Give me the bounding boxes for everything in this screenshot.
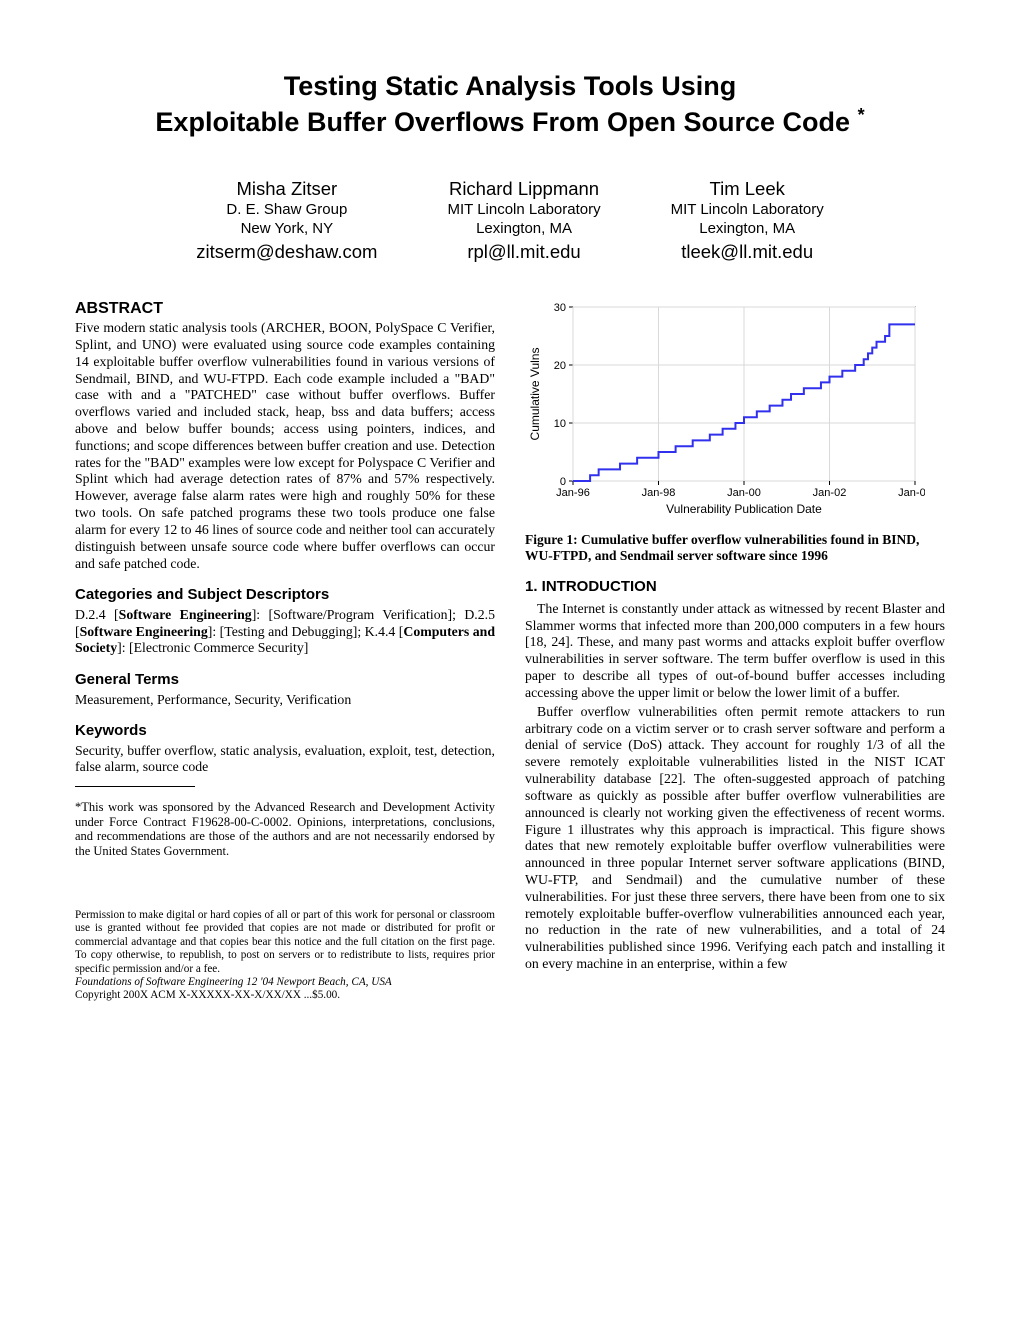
author-email: tleek@ll.mit.edu [671,241,824,263]
author-name: Misha Zitser [196,178,377,200]
copyright-block: Permission to make digital or hard copie… [75,909,495,1003]
title-line-1: Testing Static Analysis Tools Using [284,71,737,101]
author-affiliation: MIT Lincoln Laboratory [447,200,600,220]
author-affiliation: MIT Lincoln Laboratory [671,200,824,220]
author-block-2: Tim Leek MIT Lincoln Laboratory Lexingto… [671,178,824,263]
svg-text:Cumulative Vulns: Cumulative Vulns [528,347,542,440]
paper-title: Testing Static Analysis Tools Using Expl… [75,70,945,140]
footnote-text: *This work was sponsored by the Advanced… [75,800,495,859]
svg-text:Jan-98: Jan-98 [642,487,676,499]
general-terms-text: Measurement, Performance, Security, Veri… [75,692,495,709]
svg-text:Jan-96: Jan-96 [556,487,590,499]
figure-chart: 0102030Jan-96Jan-98Jan-00Jan-02Jan-04Cum… [525,299,925,524]
keywords-text: Security, buffer overflow, static analys… [75,743,495,777]
author-name: Tim Leek [671,178,824,200]
categories-heading: Categories and Subject Descriptors [75,586,495,604]
figure-caption: Figure 1: Cumulative buffer overflow vul… [525,532,945,565]
categories-text: D.2.4 [Software Engineering]: [Software/… [75,607,495,657]
svg-text:20: 20 [554,360,566,372]
title-line-2: Exploitable Buffer Overflows From Open S… [155,107,850,137]
intro-paragraph-1: The Internet is constantly under attack … [525,601,945,702]
title-asterisk: * [858,105,865,125]
author-location: New York, NY [196,219,377,239]
author-name: Richard Lippmann [447,178,600,200]
right-column: 0102030Jan-96Jan-98Jan-00Jan-02Jan-04Cum… [525,299,945,1003]
keywords-heading: Keywords [75,722,495,740]
author-block-1: Richard Lippmann MIT Lincoln Laboratory … [447,178,600,263]
author-affiliation: D. E. Shaw Group [196,200,377,220]
abstract-heading: ABSTRACT [75,299,495,319]
two-column-layout: ABSTRACT Five modern static analysis too… [75,299,945,1003]
footnote-rule [75,786,195,787]
intro-paragraph-2: Buffer overflow vulnerabilities often pe… [525,704,945,973]
general-terms-heading: General Terms [75,671,495,689]
copyright-venue: Foundations of Software Engineering 12 '… [75,976,495,989]
author-location: Lexington, MA [447,219,600,239]
svg-text:30: 30 [554,302,566,314]
figure-1: 0102030Jan-96Jan-98Jan-00Jan-02Jan-04Cum… [525,299,945,565]
copyright-line: Copyright 200X ACM X-XXXXX-XX-X/XX/XX ..… [75,989,495,1002]
author-email: zitserm@deshaw.com [196,241,377,263]
authors-row: Misha Zitser D. E. Shaw Group New York, … [75,178,945,263]
author-email: rpl@ll.mit.edu [447,241,600,263]
abstract-text: Five modern static analysis tools (ARCHE… [75,320,495,572]
author-location: Lexington, MA [671,219,824,239]
svg-text:Vulnerability Publication Date: Vulnerability Publication Date [666,502,822,516]
introduction-heading: 1. INTRODUCTION [525,578,945,596]
copyright-permission: Permission to make digital or hard copie… [75,909,495,976]
author-block-0: Misha Zitser D. E. Shaw Group New York, … [196,178,377,263]
svg-text:10: 10 [554,418,566,430]
svg-text:Jan-02: Jan-02 [813,487,847,499]
left-column: ABSTRACT Five modern static analysis too… [75,299,495,1003]
svg-text:Jan-04: Jan-04 [898,487,925,499]
svg-text:Jan-00: Jan-00 [727,487,761,499]
